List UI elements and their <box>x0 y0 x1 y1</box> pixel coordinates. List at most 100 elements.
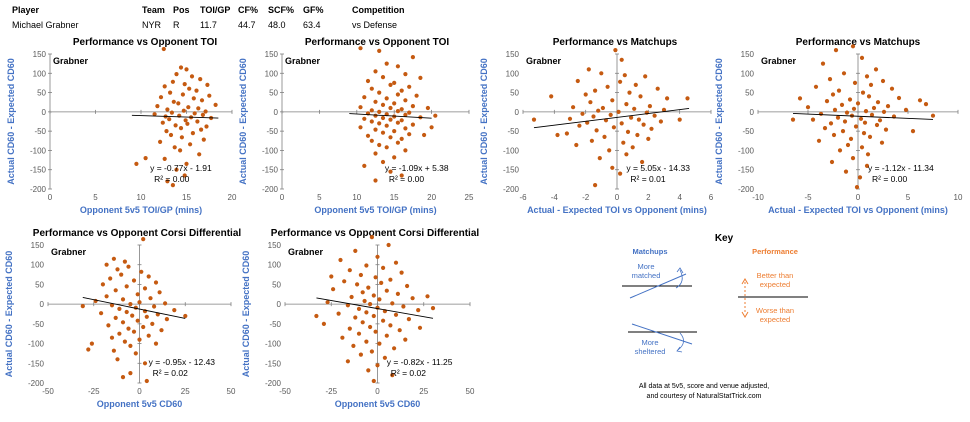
data-point <box>124 309 129 315</box>
y-tick-label: -50 <box>266 127 278 136</box>
data-point <box>160 120 165 125</box>
data-point <box>392 129 397 134</box>
data-point <box>873 67 879 72</box>
header-value-3: 11.7 <box>200 20 217 30</box>
chart-title: Performance vs Opponent Corsi Differenti… <box>33 228 242 239</box>
data-point <box>122 339 127 344</box>
key-down-arrowhead <box>741 311 749 318</box>
data-point <box>854 185 860 190</box>
data-point <box>184 67 189 72</box>
data-point <box>158 95 164 100</box>
data-point <box>173 123 178 128</box>
data-point <box>665 96 670 101</box>
data-point <box>139 269 144 274</box>
data-point <box>605 84 610 89</box>
x-tick-label: 50 <box>466 387 475 396</box>
data-point <box>364 263 369 268</box>
data-point <box>180 92 185 97</box>
data-point <box>178 65 184 70</box>
data-point <box>347 326 352 331</box>
key-more-sheltered-2: sheltered <box>635 347 666 356</box>
data-point <box>632 106 637 111</box>
data-point <box>113 288 118 293</box>
key-sheltered-arrow <box>677 332 684 351</box>
data-point <box>388 277 393 282</box>
data-point <box>622 73 627 78</box>
data-point <box>851 106 857 111</box>
data-point <box>613 48 618 53</box>
data-point <box>861 131 867 136</box>
data-point <box>392 80 397 85</box>
data-point <box>852 80 858 85</box>
header-label-5: SCF% <box>268 5 295 15</box>
data-point <box>194 88 199 93</box>
data-point <box>397 328 402 333</box>
data-point <box>108 276 113 281</box>
data-point <box>395 120 400 125</box>
data-point <box>830 92 836 97</box>
data-point <box>353 315 358 320</box>
data-point <box>152 304 157 309</box>
data-point <box>384 96 389 101</box>
data-point <box>567 116 573 121</box>
data-point <box>649 126 654 131</box>
data-point <box>182 173 187 178</box>
data-point <box>828 121 834 126</box>
data-point <box>373 329 378 334</box>
data-point <box>369 349 374 354</box>
data-point <box>599 71 604 76</box>
data-point <box>844 110 850 115</box>
data-point <box>382 355 387 360</box>
data-point <box>549 94 554 99</box>
data-point <box>824 99 830 104</box>
data-point <box>818 111 824 116</box>
data-point <box>866 94 872 99</box>
data-point <box>369 86 374 91</box>
data-point <box>388 82 393 87</box>
data-point <box>377 142 382 148</box>
y-tick-label: 50 <box>510 89 519 98</box>
x-tick-label: -4 <box>551 193 559 202</box>
data-point <box>358 105 363 110</box>
data-point <box>113 315 118 320</box>
data-point <box>384 288 389 293</box>
data-point <box>369 108 374 113</box>
data-point <box>839 102 845 107</box>
data-point <box>381 318 386 323</box>
key-sheltered-arrowhead <box>676 346 683 353</box>
data-point <box>864 163 870 168</box>
data-point <box>144 314 149 319</box>
data-point <box>124 284 129 289</box>
y-tick-label: -50 <box>507 127 519 136</box>
data-point <box>342 279 347 284</box>
data-point <box>677 117 682 122</box>
data-point <box>661 107 667 112</box>
data-point <box>369 235 374 240</box>
data-point <box>600 105 606 111</box>
data-point <box>602 134 607 139</box>
x-tick-label: 15 <box>390 193 399 202</box>
data-point <box>331 287 336 292</box>
y-tick-label: 150 <box>741 50 755 59</box>
y-tick-label: 0 <box>274 108 279 117</box>
trend-equation: y = -0.95x - 12.43 <box>149 357 216 367</box>
data-point <box>371 378 376 384</box>
data-point <box>858 116 864 121</box>
r-squared: R² = 0.02 <box>391 368 426 378</box>
header-value-0: Michael Grabner <box>12 20 79 30</box>
data-point <box>119 272 124 277</box>
data-point <box>365 133 371 138</box>
data-point <box>185 121 190 126</box>
player-label: Grabner <box>761 56 797 66</box>
data-point <box>843 169 849 174</box>
data-point <box>611 125 617 130</box>
data-point <box>842 119 848 124</box>
chart-match-1: Performance vs Matchups -6 -4 -2 0 2 4 6 -200 -15… <box>479 37 714 215</box>
data-point <box>635 132 640 138</box>
y-tick-label: 150 <box>33 50 47 59</box>
data-point <box>425 294 430 299</box>
data-point <box>104 262 109 267</box>
data-point <box>347 268 352 273</box>
x-tick-label: 0 <box>375 387 380 396</box>
key-worse-2: expected <box>760 315 790 324</box>
